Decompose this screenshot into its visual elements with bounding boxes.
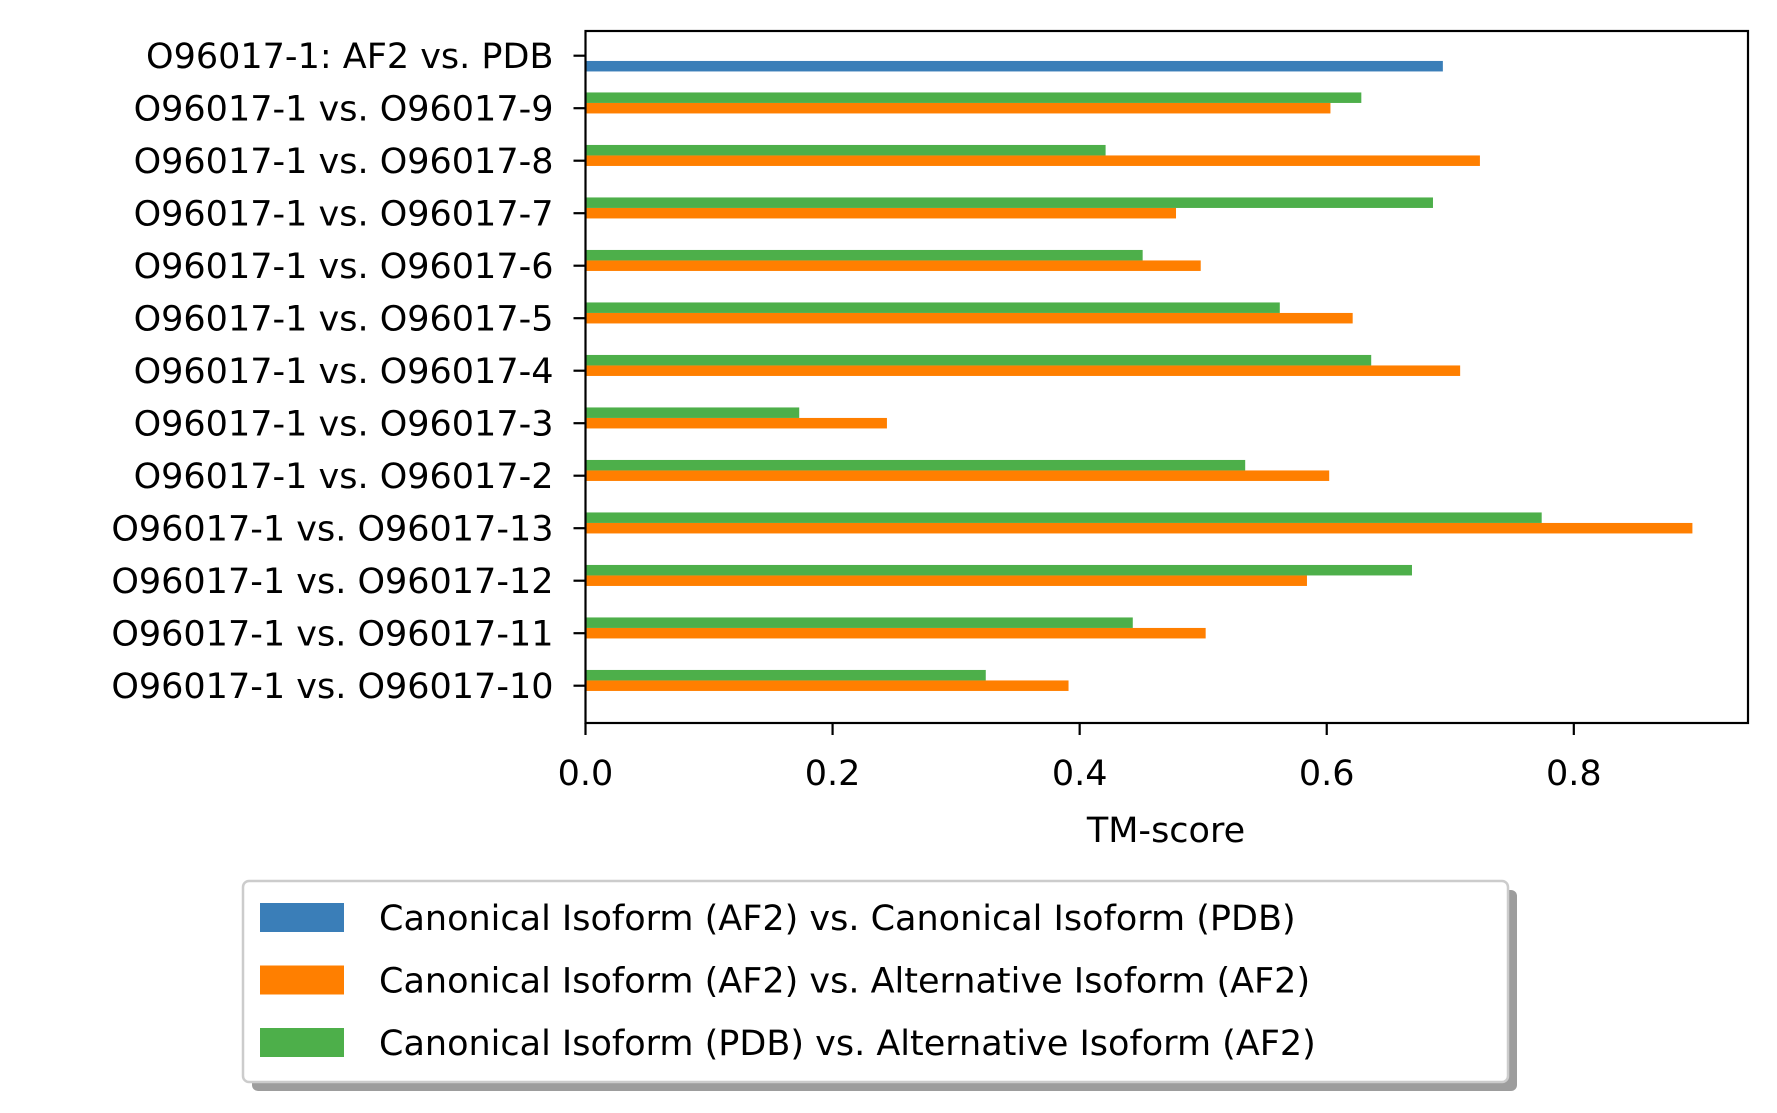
bar-pdb-vs-alt-af2-6 [585, 354, 1372, 366]
y-tick-label: O96017-1 vs. O96017-3 [134, 405, 554, 445]
bar-pdb-vs-alt-af2-7 [585, 407, 800, 418]
y-tick-label: O96017-1 vs. O96017-4 [134, 352, 554, 392]
legend-swatch [260, 965, 344, 995]
legend-swatch [260, 1028, 344, 1057]
y-tick-label: O96017-1 vs. O96017-9 [134, 90, 554, 130]
legend-swatch [260, 903, 344, 932]
bar-pdb-vs-alt-af2-8 [585, 459, 1246, 471]
legend-entry-label: Canonical Isoform (PDB) vs. Alternative … [379, 1024, 1316, 1064]
bar-af2-vs-alt-af2-3 [585, 207, 1177, 219]
y-tick-label: O96017-1 vs. O96017-11 [111, 615, 553, 655]
legend-entry-label: Canonical Isoform (AF2) vs. Alternative … [379, 962, 1310, 1002]
legend: Canonical Isoform (AF2) vs. Canonical Is… [241, 879, 1517, 1091]
x-tick-label: 0.6 [1299, 754, 1355, 794]
bar-af2-vs-alt-af2-10 [585, 575, 1307, 586]
bars-group [585, 60, 1693, 691]
x-ticks-group: 0.0 0.2 0.4 0.6 0.8 [558, 723, 1602, 794]
y-tick-label: O96017-1 vs. O96017-13 [111, 510, 553, 550]
bar-af2-vs-pdb-0 [585, 60, 1443, 72]
y-tick-label: O96017-1 vs. O96017-12 [111, 562, 553, 602]
y-tick-label: O96017-1 vs. O96017-5 [134, 300, 554, 340]
bar-af2-vs-alt-af2-5 [585, 312, 1353, 324]
bar-pdb-vs-alt-af2-12 [585, 669, 986, 681]
bar-af2-vs-alt-af2-6 [585, 365, 1461, 376]
x-tick-label: 0.8 [1546, 754, 1602, 794]
x-tick-label: 0.4 [1052, 754, 1108, 794]
y-tick-label: O96017-1: AF2 vs. PDB [146, 37, 553, 77]
y-tick-label: O96017-1 vs. O96017-8 [134, 142, 554, 182]
y-ticks-group: O96017-1: AF2 vs. PDB O96017-1 vs. O96017… [111, 37, 586, 707]
bar-af2-vs-alt-af2-8 [585, 470, 1330, 481]
bar-af2-vs-alt-af2-2 [585, 155, 1480, 166]
axes-frame [584, 29, 1750, 725]
bar-pdb-vs-alt-af2-2 [585, 144, 1106, 156]
y-tick-label: O96017-1 vs. O96017-10 [111, 667, 553, 707]
x-axis-label: TM-score [1086, 811, 1245, 851]
x-tick-label: 0.2 [805, 754, 861, 794]
bar-pdb-vs-alt-af2-5 [585, 302, 1280, 313]
bar-pdb-vs-alt-af2-11 [585, 617, 1133, 628]
bar-af2-vs-alt-af2-1 [585, 102, 1331, 114]
bar-af2-vs-alt-af2-11 [585, 627, 1206, 639]
legend-box [241, 879, 1510, 1084]
y-tick-label: O96017-1 vs. O96017-6 [134, 247, 554, 287]
axes-group [584, 29, 1750, 725]
bar-pdb-vs-alt-af2-4 [585, 249, 1143, 261]
legend-entry-label: Canonical Isoform (AF2) vs. Canonical Is… [379, 899, 1296, 939]
bar-af2-vs-alt-af2-12 [585, 680, 1069, 691]
bar-af2-vs-alt-af2-9 [585, 522, 1693, 534]
bar-pdb-vs-alt-af2-3 [585, 197, 1433, 208]
bar-pdb-vs-alt-af2-9 [585, 512, 1542, 523]
bar-af2-vs-alt-af2-4 [585, 260, 1201, 271]
y-tick-label: O96017-1 vs. O96017-7 [134, 195, 554, 235]
bar-pdb-vs-alt-af2-10 [585, 564, 1412, 576]
bar-pdb-vs-alt-af2-1 [585, 92, 1362, 103]
y-tick-label: O96017-1 vs. O96017-2 [134, 457, 554, 497]
x-tick-label: 0.0 [558, 754, 614, 794]
bar-af2-vs-alt-af2-7 [585, 417, 887, 429]
